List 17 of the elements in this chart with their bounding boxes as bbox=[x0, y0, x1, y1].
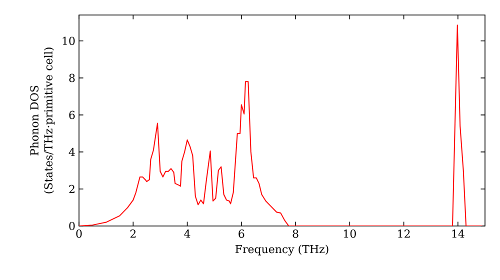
y-tick-label: 6 bbox=[69, 110, 75, 120]
x-tick-label: 12 bbox=[398, 230, 410, 238]
x-tick-label: 6 bbox=[238, 230, 244, 238]
y-tick-label: 2 bbox=[69, 184, 74, 194]
x-tick-label: 10 bbox=[344, 230, 356, 238]
y-axis-title: Phonon DOS (States/THz·primitive cell) bbox=[30, 48, 55, 194]
x-tick-label: 0 bbox=[76, 230, 82, 238]
y-tick-label: 4 bbox=[68, 148, 75, 156]
y-tick-label: 8 bbox=[69, 74, 75, 82]
y-tick-label: 0 bbox=[69, 222, 75, 230]
x-tick-label: 4 bbox=[184, 230, 190, 238]
y-tick-label: 10 bbox=[62, 36, 75, 46]
x-axis-title: Frequency (THz) bbox=[235, 244, 328, 256]
x-tick-label: 8 bbox=[292, 230, 298, 238]
x-tick-label: 2 bbox=[130, 230, 136, 238]
line-series bbox=[79, 24, 483, 226]
x-tick-label: 14 bbox=[452, 230, 464, 238]
